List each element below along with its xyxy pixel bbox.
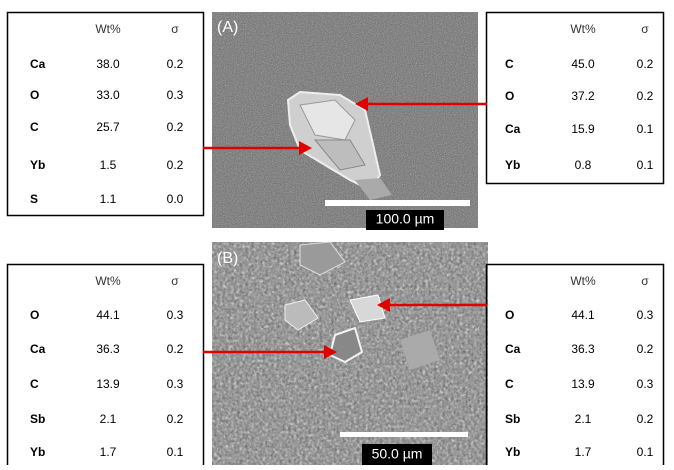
sigma: 0.0 [167,192,184,206]
sigma: 0.2 [167,342,184,356]
element: O [505,89,514,103]
table-box [8,13,204,216]
sigma: 0.3 [167,88,184,102]
sem-image-a [212,12,478,230]
weight-percent: 2.1 [575,412,592,426]
table-box [8,265,204,466]
element: C [30,120,39,134]
element: Ca [505,122,521,136]
sigma: 0.1 [167,445,184,459]
weight-percent: 37.2 [571,89,595,103]
sigma: 0.1 [637,158,654,172]
weight-percent: 1.7 [100,445,117,459]
sigma: 0.2 [637,342,654,356]
element: O [505,308,514,322]
weight-percent: 2.1 [100,412,117,426]
element: S [30,192,38,206]
column-header: σ [641,274,649,288]
element: C [505,57,514,71]
column-header: σ [641,22,649,36]
weight-percent: 36.3 [571,342,595,356]
weight-percent: 1.1 [100,192,117,206]
weight-percent: 45.0 [571,57,595,71]
element: Ca [30,57,46,71]
sigma: 0.2 [637,57,654,71]
table-box [487,265,664,466]
column-header: σ [171,22,179,36]
column-header: Wt% [570,22,596,36]
weight-percent: 38.0 [96,57,120,71]
weight-percent: 15.9 [571,122,595,136]
sigma: 0.2 [637,412,654,426]
figure: (A) 100.0 µm (B) 50.0 µm Wt% σ Ca 38.0 0.2 O 3… [0,0,674,465]
sigma: 0.1 [637,445,654,459]
sigma: 0.3 [167,308,184,322]
element: C [505,377,514,391]
element: Yb [505,445,520,459]
element: O [30,88,39,102]
sigma: 0.3 [637,377,654,391]
element: C [30,377,39,391]
element: Ca [30,342,46,356]
element: Sb [30,412,45,426]
weight-percent: 1.7 [575,445,592,459]
sigma: 0.3 [637,308,654,322]
sigma: 0.2 [637,89,654,103]
scale-bar-label: 50.0 µm [372,446,423,462]
element: Yb [30,158,45,172]
weight-percent: 13.9 [571,377,595,391]
sigma: 0.1 [637,122,654,136]
weight-percent: 25.7 [96,120,120,134]
weight-percent: 44.1 [571,308,595,322]
scale-bar-label: 100.0 µm [376,211,435,227]
sigma: 0.2 [167,412,184,426]
element: Yb [505,158,520,172]
sem-image-b [212,242,488,465]
column-header: Wt% [570,274,596,288]
sigma: 0.3 [167,377,184,391]
panel-label: (B) [217,250,238,267]
panel-label: (A) [217,19,238,36]
element: Sb [505,412,520,426]
weight-percent: 33.0 [96,88,120,102]
column-header: σ [171,274,179,288]
sigma: 0.2 [167,120,184,134]
column-header: Wt% [95,22,121,36]
weight-percent: 44.1 [96,308,120,322]
sigma: 0.2 [167,158,184,172]
element: Yb [30,445,45,459]
weight-percent: 1.5 [100,158,117,172]
weight-percent: 0.8 [575,158,592,172]
weight-percent: 13.9 [96,377,120,391]
weight-percent: 36.3 [96,342,120,356]
element: O [30,308,39,322]
column-header: Wt% [95,274,121,288]
sigma: 0.2 [167,57,184,71]
element: Ca [505,342,521,356]
